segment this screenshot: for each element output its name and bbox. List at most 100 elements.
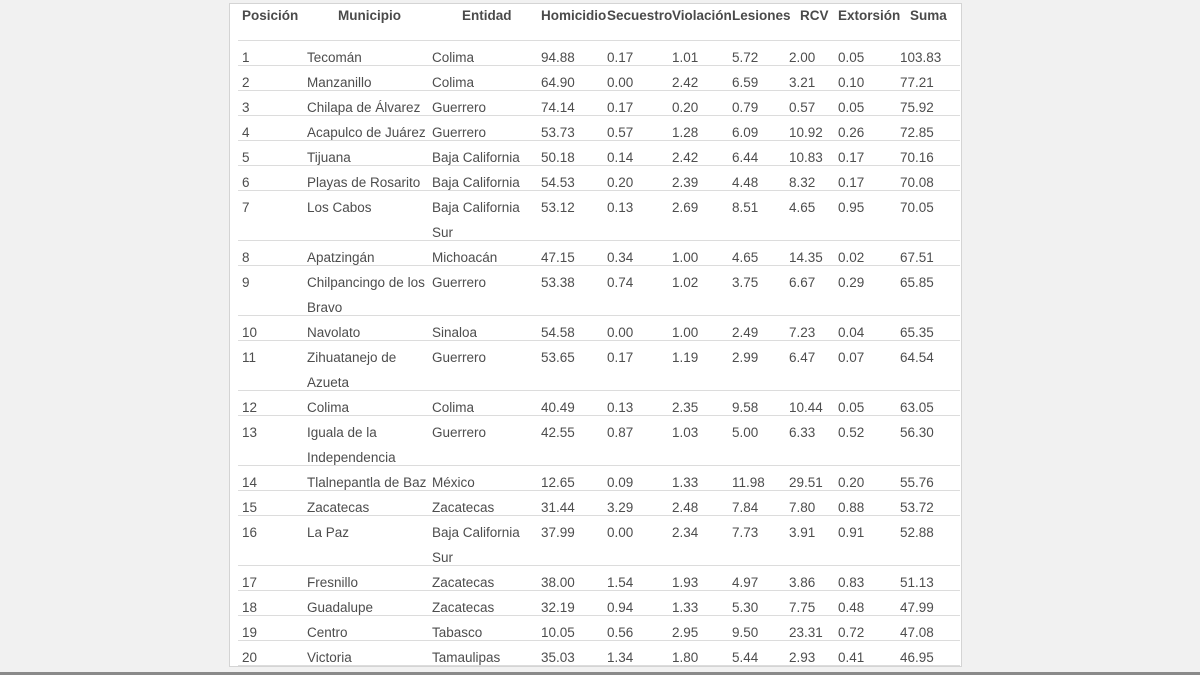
cell-sum: 103.83 bbox=[900, 50, 942, 65]
cell-state: Zacatecas bbox=[432, 575, 495, 590]
cell-injuries: 7.73 bbox=[732, 525, 759, 540]
cell-state: Colima bbox=[432, 50, 475, 65]
cell-municipality: Acapulco de Juárez bbox=[307, 125, 426, 140]
cell-state: Colima bbox=[432, 400, 475, 415]
cell-rcv: 3.21 bbox=[789, 75, 816, 90]
cell-kidnapping: 0.87 bbox=[607, 425, 634, 440]
header-kidnapping: Secuestro bbox=[607, 8, 673, 23]
cell-extortion: 0.05 bbox=[838, 100, 865, 115]
cell-homicide: 50.18 bbox=[541, 150, 575, 165]
cell-kidnapping: 0.17 bbox=[607, 50, 634, 65]
cell-state: Baja California Sur bbox=[432, 525, 520, 565]
cell-homicide: 40.49 bbox=[541, 400, 575, 415]
cell-municipality: Los Cabos bbox=[307, 200, 372, 215]
cell-kidnapping: 0.13 bbox=[607, 200, 634, 215]
table-row: 14 Tlalnepantla de Baz México 12.65 0.09 1.33… bbox=[230, 466, 961, 491]
table-row: 15 Zacatecas Zacatecas 31.44 3.29 2.48 7.84 7.8… bbox=[230, 491, 961, 516]
cell-injuries: 9.50 bbox=[732, 625, 759, 640]
cell-rcv: 29.51 bbox=[789, 475, 823, 490]
cell-sum: 67.51 bbox=[900, 250, 934, 265]
cell-position: 8 bbox=[242, 250, 250, 265]
row-divider bbox=[238, 565, 960, 566]
cell-rcv: 10.44 bbox=[789, 400, 823, 415]
cell-state: Zacatecas bbox=[432, 500, 495, 515]
cell-homicide: 53.38 bbox=[541, 275, 575, 290]
row-divider bbox=[238, 265, 960, 266]
table-row: 16 La Paz Baja California Sur 37.99 0.00 2.34… bbox=[230, 516, 961, 566]
cell-injuries: 11.98 bbox=[732, 475, 765, 490]
cell-rape: 1.80 bbox=[672, 650, 699, 665]
cell-rape: 2.39 bbox=[672, 175, 699, 190]
cell-injuries: 6.59 bbox=[732, 75, 759, 90]
cell-position: 6 bbox=[242, 175, 250, 190]
header-municipality: Municipio bbox=[338, 8, 401, 23]
cell-position: 3 bbox=[242, 100, 250, 115]
cell-sum: 65.85 bbox=[900, 275, 934, 290]
cell-homicide: 32.19 bbox=[541, 600, 575, 615]
cell-sum: 72.85 bbox=[900, 125, 934, 140]
header-extortion: Extorsión bbox=[838, 8, 901, 23]
cell-sum: 70.16 bbox=[900, 150, 934, 165]
cell-rape: 1.00 bbox=[672, 325, 699, 340]
cell-kidnapping: 0.14 bbox=[607, 150, 634, 165]
cell-rcv: 3.91 bbox=[789, 525, 816, 540]
header-position: Posición bbox=[242, 8, 299, 23]
cell-position: 2 bbox=[242, 75, 250, 90]
cell-sum: 63.05 bbox=[900, 400, 934, 415]
table-row: 11 Zihuatanejo de Azueta Guerrero 53.65 0.17… bbox=[230, 341, 961, 391]
cell-municipality: Manzanillo bbox=[307, 75, 372, 90]
cell-position: 7 bbox=[242, 200, 250, 215]
table-row: 20 Victoria Tamaulipas 35.03 1.34 1.80 5.44 2.9… bbox=[230, 641, 961, 666]
cell-sum: 70.05 bbox=[900, 200, 934, 215]
cell-extortion: 0.83 bbox=[838, 575, 865, 590]
cell-position: 17 bbox=[242, 575, 258, 590]
cell-rape: 1.33 bbox=[672, 600, 699, 615]
cell-position: 9 bbox=[242, 275, 250, 290]
cell-municipality: Colima bbox=[307, 400, 350, 415]
cell-homicide: 42.55 bbox=[541, 425, 575, 440]
table-row: 4 Acapulco de Juárez Guerrero 53.73 0.57 1.28… bbox=[230, 116, 961, 141]
cell-rape: 2.34 bbox=[672, 525, 699, 540]
cell-kidnapping: 0.00 bbox=[607, 325, 634, 340]
cell-rcv: 7.23 bbox=[789, 325, 816, 340]
cell-extortion: 0.17 bbox=[838, 150, 865, 165]
table-header: Posición Municipio Entidad Homicidio Secuest… bbox=[230, 4, 961, 28]
cell-municipality: Tecomán bbox=[307, 50, 362, 65]
cell-injuries: 3.75 bbox=[732, 275, 759, 290]
cell-rape: 1.00 bbox=[672, 250, 699, 265]
cell-extortion: 0.10 bbox=[838, 75, 865, 90]
cell-rape: 1.28 bbox=[672, 125, 699, 140]
cell-rape: 2.95 bbox=[672, 625, 699, 640]
cell-position: 1 bbox=[242, 50, 250, 65]
cell-rape: 2.35 bbox=[672, 400, 699, 415]
cell-kidnapping: 0.17 bbox=[607, 350, 634, 365]
cell-sum: 46.95 bbox=[900, 650, 934, 665]
cell-municipality: Playas de Rosarito bbox=[307, 175, 421, 190]
cell-rape: 1.93 bbox=[672, 575, 699, 590]
cell-state: Baja California Sur bbox=[432, 200, 520, 240]
table-row: 8 Apatzingán Michoacán 47.15 0.34 1.00 4.65 14.… bbox=[230, 241, 961, 266]
header-divider bbox=[238, 40, 960, 41]
cell-homicide: 74.14 bbox=[541, 100, 575, 115]
cell-kidnapping: 0.09 bbox=[607, 475, 634, 490]
cell-kidnapping: 0.13 bbox=[607, 400, 634, 415]
cell-position: 14 bbox=[242, 475, 258, 490]
cell-injuries: 2.99 bbox=[732, 350, 759, 365]
cell-municipality: Zacatecas bbox=[307, 500, 370, 515]
cell-state: México bbox=[432, 475, 475, 490]
cell-rape: 2.42 bbox=[672, 75, 699, 90]
cell-state: Michoacán bbox=[432, 250, 498, 265]
cell-injuries: 5.72 bbox=[732, 50, 759, 65]
header-injuries: Lesiones bbox=[732, 8, 791, 23]
row-divider bbox=[238, 515, 960, 516]
cell-extortion: 0.05 bbox=[838, 50, 865, 65]
table-row: 12 Colima Colima 40.49 0.13 2.35 9.58 10.44 0.05… bbox=[230, 391, 961, 416]
cell-rcv: 10.83 bbox=[789, 150, 823, 165]
cell-kidnapping: 0.56 bbox=[607, 625, 634, 640]
cell-kidnapping: 0.34 bbox=[607, 250, 634, 265]
cell-municipality: Guadalupe bbox=[307, 600, 374, 615]
cell-state: Guerrero bbox=[432, 425, 487, 440]
cell-extortion: 0.04 bbox=[838, 325, 865, 340]
cell-injuries: 4.97 bbox=[732, 575, 759, 590]
cell-state: Guerrero bbox=[432, 275, 487, 290]
